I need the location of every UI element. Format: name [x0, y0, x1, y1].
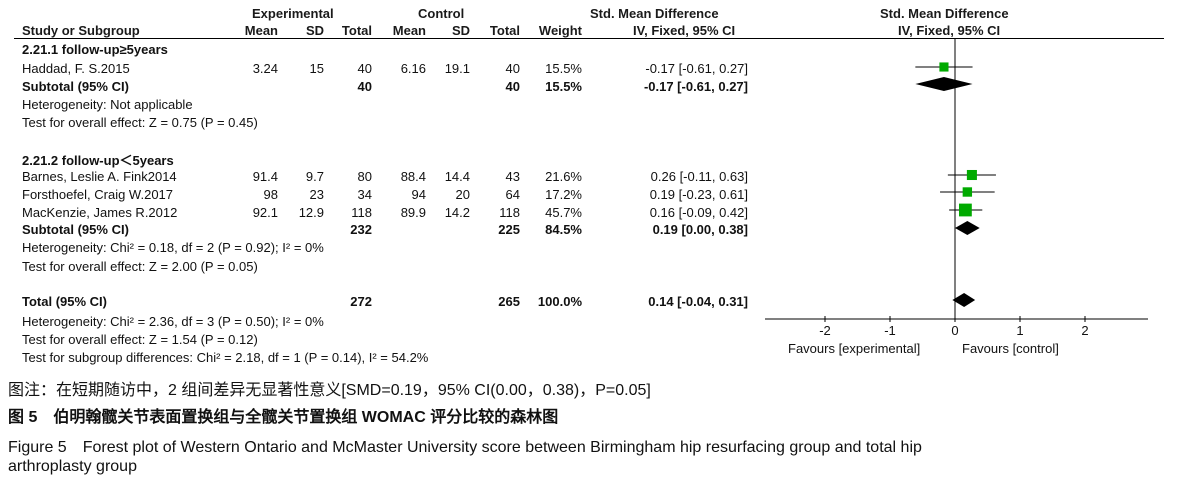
header-ctrl-mean: Mean	[392, 23, 426, 38]
total-exp-total: 272	[350, 294, 372, 309]
exp-total: 34	[357, 187, 372, 202]
total-overall: Test for overall effect: Z = 1.54 (P = 0…	[22, 332, 258, 347]
ctrl-total: 43	[505, 169, 520, 184]
header-experimental: Experimental	[252, 6, 334, 21]
ctrl-sd: 19.1	[444, 61, 470, 76]
axis-tick-label: -1	[884, 323, 896, 338]
header-study: Study or Subgroup	[22, 23, 140, 38]
caption-figure-cn: 图 5 伯明翰髋关节表面置换组与全髋关节置换组 WOMAC 评分比较的森林图	[8, 409, 559, 426]
ctrl-sd: 20	[455, 187, 470, 202]
ctrl-mean: 88.4	[400, 169, 426, 184]
subgroup2-title: 2.21.2 follow-up＜5years	[22, 153, 174, 168]
caption-note: 图注：在短期随访中，2 组间差异无显著性意义[SMD=0.19，95% CI(0…	[8, 382, 651, 399]
effect-ci: 0.16 [-0.09, 0.42]	[649, 205, 748, 220]
exp-total: 118	[351, 205, 372, 220]
axis-tick-label: 2	[1081, 323, 1088, 338]
header-exp-mean: Mean	[244, 23, 278, 38]
subgroup1-heterogeneity: Heterogeneity: Not applicable	[22, 97, 193, 112]
weight: 21.6%	[545, 169, 582, 184]
subtotal-label: Subtotal (95% CI)	[22, 222, 129, 237]
point-estimate	[939, 62, 949, 72]
weight: 15.5%	[545, 61, 582, 76]
point-estimate	[959, 203, 972, 217]
ctrl-sd: 14.4	[444, 169, 470, 184]
total-label: Total (95% CI)	[22, 294, 107, 309]
total-ci: 0.14 [-0.04, 0.31]	[648, 294, 748, 309]
effect-ci: 0.26 [-0.11, 0.63]	[650, 169, 748, 184]
exp-sd: 23	[309, 187, 324, 202]
header-smd-right-sub: IV, Fixed, 95% CI	[898, 23, 1001, 38]
weight: 17.2%	[545, 187, 582, 202]
summary-diamond	[955, 221, 980, 235]
subtotal-label: Subtotal (95% CI)	[22, 79, 129, 94]
effect-ci: 0.19 [-0.23, 0.61]	[649, 187, 748, 202]
subtotal-exp-total: 40	[357, 79, 372, 94]
header-control: Control	[418, 6, 465, 21]
subtotal-weight: 84.5%	[545, 222, 582, 237]
ctrl-total: 118	[499, 205, 520, 220]
exp-mean: 92.1	[252, 205, 278, 220]
subgroup-differences: Test for subgroup differences: Chi² = 2.…	[22, 350, 429, 365]
header-smd-right: Std. Mean Difference	[880, 6, 1009, 21]
subtotal-ci: 0.19 [0.00, 0.38]	[652, 222, 748, 237]
ctrl-total: 64	[505, 187, 520, 202]
subgroup1-title: 2.21.1 follow-up≥5years	[22, 42, 168, 57]
header-weight: Weight	[538, 23, 582, 38]
subgroup2-heterogeneity: Heterogeneity: Chi² = 0.18, df = 2 (P = …	[22, 240, 324, 255]
axis-tick-label: 0	[951, 323, 958, 338]
effect-ci: -0.17 [-0.61, 0.27]	[645, 61, 748, 76]
axis-tick-label: -2	[819, 323, 831, 338]
study-name: Barnes, Leslie A. Fink2014	[22, 169, 177, 184]
header-ctrl-sd: SD	[451, 23, 470, 38]
subtotal-ctrl-total: 225	[498, 222, 520, 237]
subtotal-ctrl-total: 40	[505, 79, 520, 94]
subtotal-ci: -0.17 [-0.61, 0.27]	[643, 79, 748, 94]
total-weight: 100.0%	[537, 294, 582, 309]
exp-total: 40	[357, 61, 372, 76]
total-heterogeneity: Heterogeneity: Chi² = 2.36, df = 3 (P = …	[22, 314, 324, 329]
caption-figure-en-line1: Figure 5 Forest plot of Western Ontario …	[8, 439, 922, 456]
header-rule	[14, 38, 1164, 39]
exp-sd: 12.9	[298, 205, 324, 220]
header-exp-sd: SD	[305, 23, 324, 38]
ctrl-mean: 89.9	[400, 205, 426, 220]
weight: 45.7%	[545, 205, 582, 220]
subgroup2-overall: Test for overall effect: Z = 2.00 (P = 0…	[22, 259, 258, 274]
exp-mean: 3.24	[252, 61, 278, 76]
point-estimate	[962, 187, 973, 197]
study-name: Forsthoefel, Craig W.2017	[22, 187, 174, 202]
exp-total: 80	[357, 169, 372, 184]
study-name: MacKenzie, James R.2012	[22, 205, 178, 220]
subtotal-exp-total: 232	[350, 222, 372, 237]
header-exp-total: Total	[341, 23, 372, 38]
favours-control-label: Favours [control]	[962, 341, 1059, 356]
study-name: Haddad, F. S.2015	[22, 61, 130, 76]
exp-sd: 15	[309, 61, 324, 76]
summary-diamond	[915, 77, 973, 91]
caption-figure-en-line2: arthroplasty group	[8, 458, 137, 475]
exp-sd: 9.7	[305, 169, 324, 184]
total-ctrl-total: 265	[498, 294, 520, 309]
ctrl-mean: 94	[411, 187, 426, 202]
point-estimate	[966, 169, 977, 181]
axis-tick-label: 1	[1016, 323, 1023, 338]
subgroup1-overall: Test for overall effect: Z = 0.75 (P = 0…	[22, 115, 258, 130]
summary-diamond	[952, 293, 976, 307]
exp-mean: 98	[263, 187, 278, 202]
ctrl-total: 40	[505, 61, 520, 76]
header-smd-left-sub: IV, Fixed, 95% CI	[633, 23, 736, 38]
subtotal-weight: 15.5%	[545, 79, 582, 94]
favours-experimental-label: Favours [experimental]	[788, 341, 921, 356]
header-smd-left: Std. Mean Difference	[590, 6, 719, 21]
exp-mean: 91.4	[252, 169, 278, 184]
forest-plot: -2 -1 0 1 2	[765, 38, 1148, 338]
header-ctrl-total: Total	[489, 23, 520, 38]
ctrl-sd: 14.2	[444, 205, 470, 220]
ctrl-mean: 6.16	[400, 61, 426, 76]
